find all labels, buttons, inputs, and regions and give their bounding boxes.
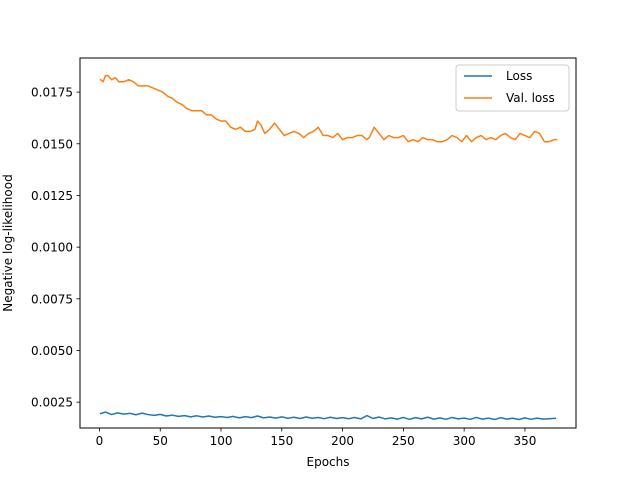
y-tick-label: 0.0125 (31, 189, 73, 203)
series-line-loss (99, 411, 557, 421)
y-tick-label: 0.0100 (31, 241, 73, 255)
series-line-val-loss (99, 74, 558, 143)
x-axis-label: Epochs (307, 455, 350, 469)
x-tick-label: 0 (96, 434, 104, 448)
x-tick-label: 50 (153, 434, 168, 448)
x-axis: 0 50 100 150 200 250 300 350 (96, 428, 536, 448)
x-tick-label: 200 (331, 434, 354, 448)
legend: Loss Val. loss (455, 64, 570, 112)
x-tick-label: 150 (270, 434, 293, 448)
y-axis-label: Negative log-likelihood (1, 174, 15, 311)
y-tick-label: 0.0025 (31, 396, 73, 410)
y-tick-label: 0.0050 (31, 344, 73, 358)
legend-label-loss: Loss (506, 69, 532, 83)
plot-lines (99, 74, 558, 421)
x-tick-label: 250 (392, 434, 415, 448)
x-tick-label: 350 (513, 434, 536, 448)
y-axis: 0.0025 0.0050 0.0075 0.0100 0.0125 0.0150 0.01… (31, 86, 80, 410)
y-tick-label: 0.0075 (31, 292, 73, 306)
y-tick-label: 0.0150 (31, 137, 73, 151)
x-tick-label: 300 (453, 434, 476, 448)
x-tick-label: 100 (210, 434, 233, 448)
plot-frame (79, 57, 577, 429)
y-tick-label: 0.0175 (31, 86, 73, 100)
legend-label-val-loss: Val. loss (506, 91, 555, 105)
